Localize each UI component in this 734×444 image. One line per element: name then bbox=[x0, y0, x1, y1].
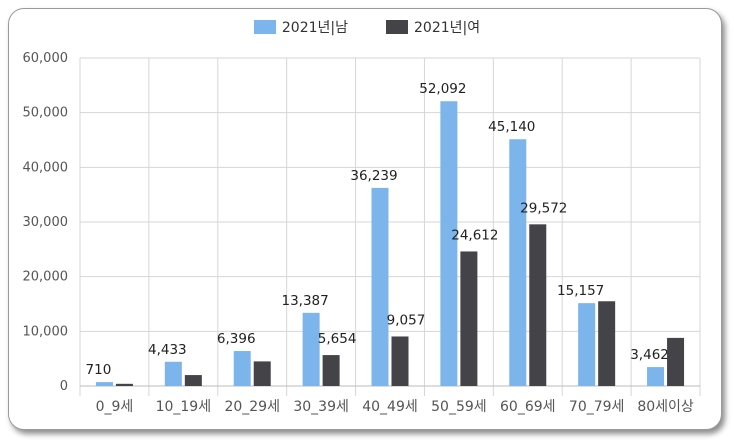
data-label: 45,140 bbox=[488, 119, 535, 135]
bar-female bbox=[184, 375, 202, 386]
y-tick-label: 10,000 bbox=[23, 324, 69, 339]
x-tick-label: 40_49세 bbox=[362, 399, 418, 415]
legend-item-male[interactable]: 2021년|남 bbox=[253, 17, 348, 37]
x-tick-label: 80세이상 bbox=[637, 399, 694, 415]
data-label: 15,157 bbox=[557, 283, 604, 299]
y-tick-label: 20,000 bbox=[23, 270, 69, 285]
bar-female bbox=[460, 251, 478, 386]
bar-female bbox=[598, 301, 616, 386]
data-label: 9,057 bbox=[387, 312, 426, 328]
bar-female bbox=[115, 383, 133, 386]
x-tick-label: 60_69세 bbox=[500, 399, 556, 415]
bar-male bbox=[164, 361, 182, 386]
legend: 2021년|남 2021년|여 bbox=[0, 17, 734, 37]
data-label: 4,433 bbox=[148, 342, 187, 358]
y-tick-label: 30,000 bbox=[23, 215, 69, 230]
bar-male bbox=[509, 139, 527, 386]
data-label: 52,092 bbox=[419, 81, 466, 97]
legend-swatch-male bbox=[253, 20, 276, 34]
legend-label-male: 2021년|남 bbox=[281, 20, 348, 36]
x-tick-label: 10_19세 bbox=[156, 399, 212, 415]
bar-male bbox=[647, 367, 665, 386]
bar-male bbox=[95, 382, 113, 386]
data-label: 36,239 bbox=[350, 168, 397, 184]
data-label: 29,572 bbox=[520, 200, 567, 216]
bar-male bbox=[233, 351, 251, 386]
x-tick-label: 30_39세 bbox=[293, 399, 349, 415]
bar-female bbox=[253, 361, 271, 386]
legend-swatch-female bbox=[386, 20, 408, 34]
y-tick-label: 50,000 bbox=[23, 106, 69, 121]
bar-male bbox=[371, 187, 389, 386]
y-tick-label: 40,000 bbox=[23, 160, 69, 175]
bar-female bbox=[322, 355, 340, 386]
y-tick-label: 60,000 bbox=[23, 51, 69, 66]
x-tick-label: 20_29세 bbox=[224, 399, 280, 415]
bar-female bbox=[667, 337, 685, 386]
data-label: 13,387 bbox=[281, 293, 328, 309]
data-label: 3,462 bbox=[630, 347, 669, 363]
bar-male bbox=[302, 312, 320, 386]
x-tick-label: 70_79세 bbox=[569, 399, 625, 415]
legend-item-female[interactable]: 2021년|여 bbox=[386, 17, 480, 37]
data-label: 6,396 bbox=[217, 331, 256, 347]
data-label: 710 bbox=[86, 362, 112, 378]
y-tick-label: 0 bbox=[60, 379, 68, 394]
bar-female bbox=[529, 224, 547, 386]
data-label: 5,654 bbox=[318, 331, 357, 347]
bar-male bbox=[440, 101, 458, 386]
bar-female bbox=[391, 336, 409, 386]
data-label: 24,612 bbox=[451, 227, 498, 243]
bar-male bbox=[578, 303, 596, 386]
x-tick-label: 50_59세 bbox=[431, 399, 487, 415]
x-tick-label: 0_9세 bbox=[96, 399, 134, 415]
legend-label-female: 2021년|여 bbox=[414, 20, 481, 36]
